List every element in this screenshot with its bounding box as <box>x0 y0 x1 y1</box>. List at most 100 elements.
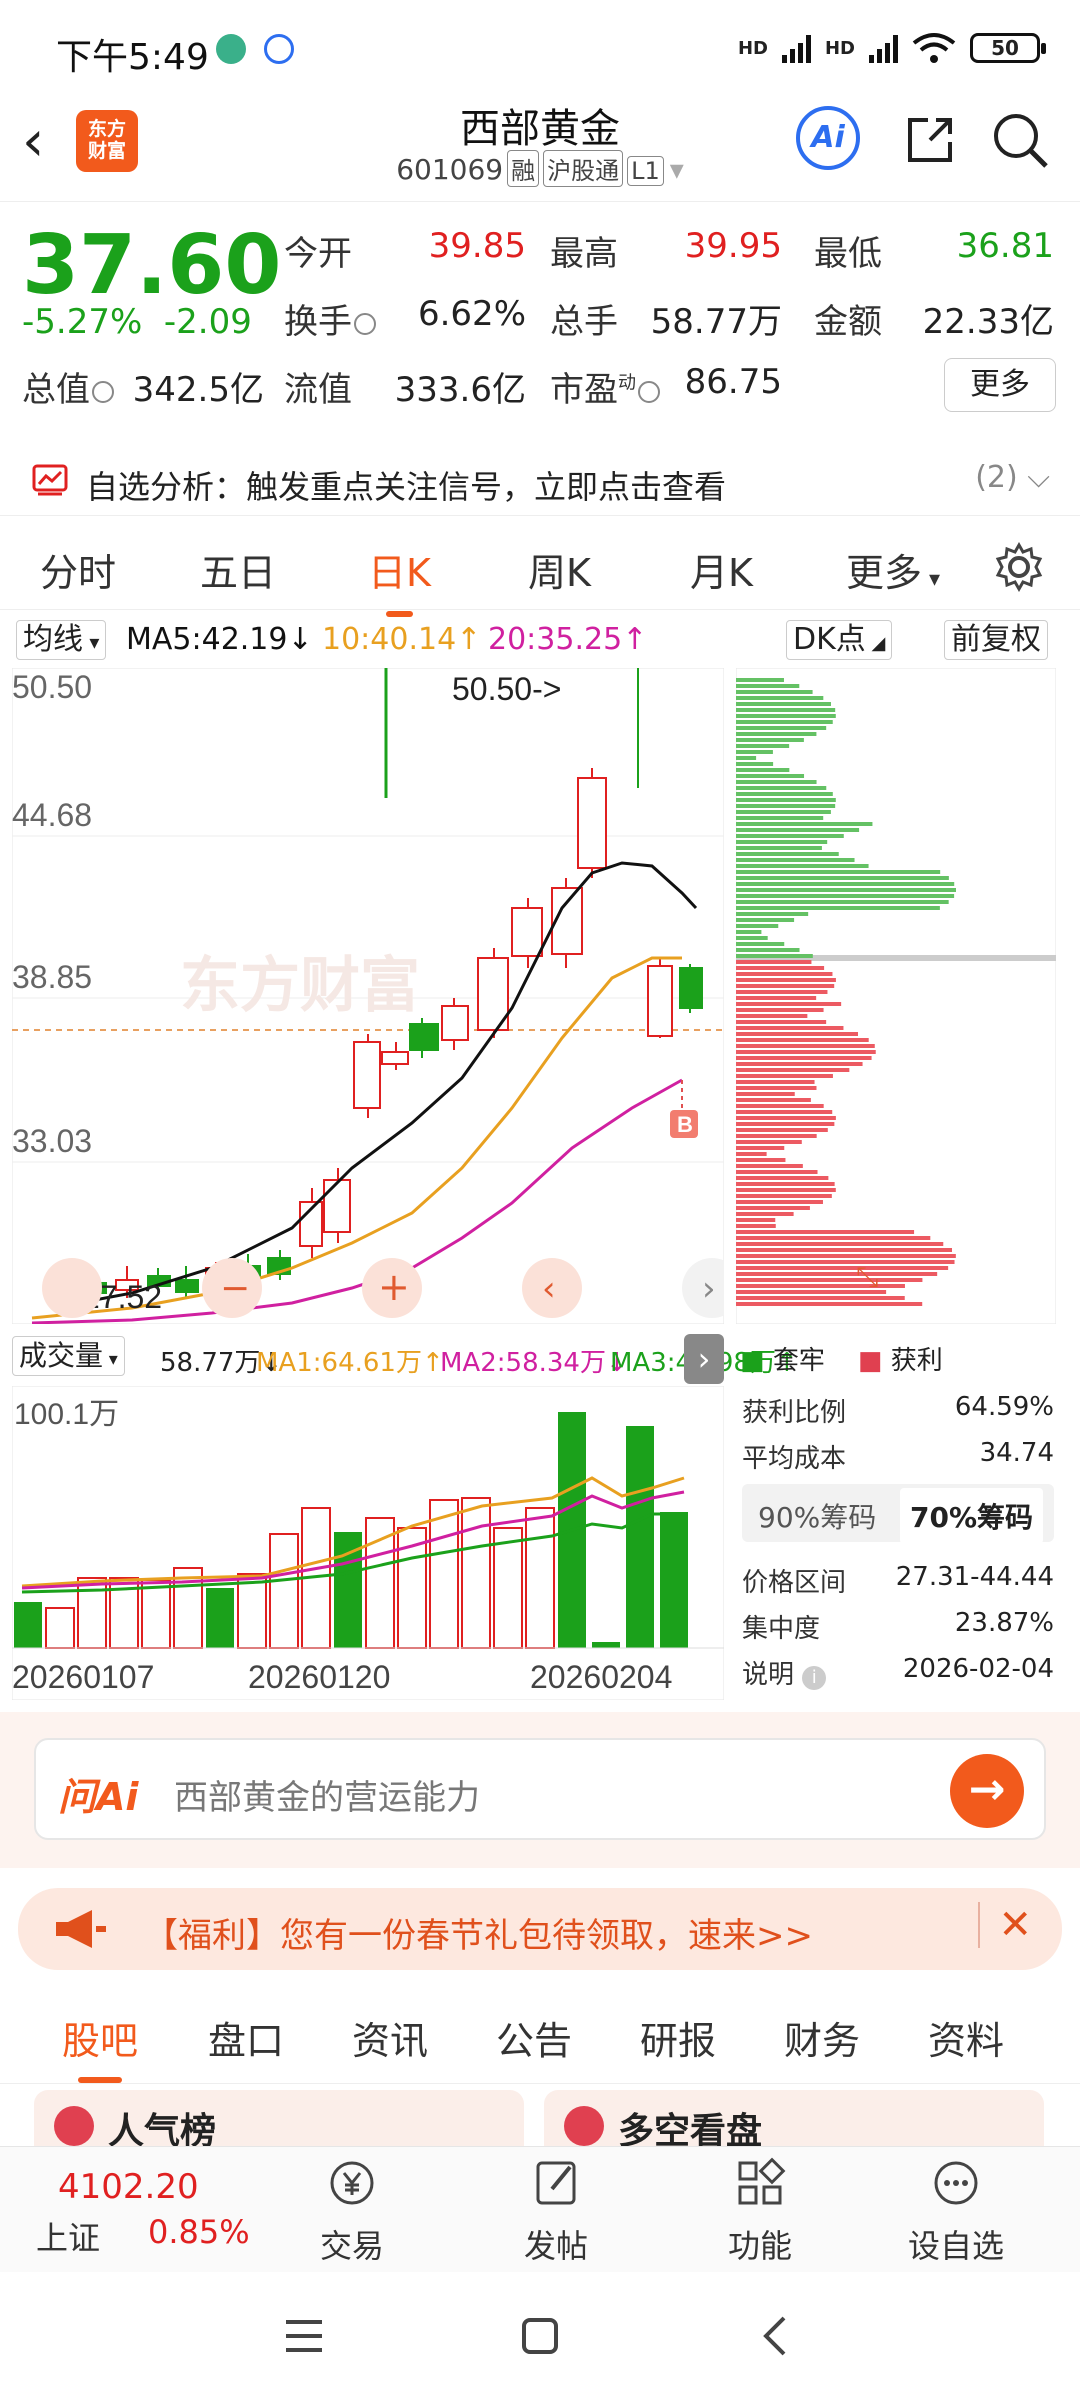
date-label: 20260120 <box>248 1659 390 1695</box>
buy-marker[interactable] <box>670 1110 698 1138</box>
app-logo[interactable]: 东方 财富 <box>76 110 138 172</box>
chip-bar <box>736 1146 785 1150</box>
kline-chart[interactable]: 东方财富 B 50.50-> 27.52 50.50 44.68 38.85 3… <box>12 668 724 1324</box>
back-button[interactable]: ‹ <box>22 109 45 174</box>
chip-bar <box>736 948 800 952</box>
close-icon[interactable]: ✕ <box>978 1902 1032 1948</box>
ask-ai-bar[interactable]: 问Ai 西部黄金的营运能力 → <box>34 1738 1046 1840</box>
tab-monthly-k[interactable]: 月K <box>690 551 753 595</box>
more-button[interactable]: 更多 <box>944 358 1056 412</box>
chip-bar <box>736 1260 955 1264</box>
post-button[interactable]: 发帖 <box>496 2157 616 2267</box>
content-tabs: 股吧 盘口 资讯 公告 研报 财务 资料 <box>0 1988 1080 2084</box>
buy-marker-label: B <box>677 1112 693 1137</box>
expand-icon[interactable]: ⤡ <box>856 1260 878 1293</box>
tab-profile[interactable]: 资料 <box>928 2019 1005 2063</box>
mktcap-label[interactable]: 总值 <box>22 362 114 411</box>
share-icon[interactable] <box>900 110 960 170</box>
turnover-label[interactable]: 换手 <box>284 294 376 343</box>
tab-news[interactable]: 资讯 <box>352 2019 429 2063</box>
gear-icon[interactable] <box>994 542 1044 592</box>
chip-bar <box>736 810 831 814</box>
ma-selector[interactable]: 均线 ▾ <box>16 620 107 660</box>
zoom-in-button[interactable] <box>362 1258 422 1318</box>
trade-button[interactable]: 交易 <box>292 2157 412 2267</box>
stock-name: 西部黄金 <box>460 106 620 152</box>
prev-button[interactable] <box>522 1258 582 1318</box>
search-icon[interactable] <box>990 110 1050 170</box>
volume-bar <box>77 1577 107 1649</box>
back-nav-icon[interactable] <box>756 2316 796 2356</box>
chevron-down-icon: ⌵ <box>1027 460 1050 495</box>
analysis-alert[interactable]: 自选分析：触发重点关注信号，立即点击查看 (2) ⌵ <box>0 440 1080 516</box>
volume-bar <box>45 1607 75 1649</box>
add-watchlist-button[interactable]: 设自选 <box>896 2157 1016 2267</box>
chip-distribution-chart[interactable]: ⤡ <box>736 668 1056 1324</box>
alert-count: (2) ⌵ <box>975 460 1050 495</box>
menu-icon[interactable] <box>284 2316 324 2356</box>
arrow-right-icon[interactable]: → <box>950 1754 1024 1828</box>
chip-bar <box>736 702 831 706</box>
tab-pankou[interactable]: 盘口 <box>208 2019 285 2063</box>
tab-guba[interactable]: 股吧 <box>62 2010 138 2083</box>
chip-bar <box>736 708 836 712</box>
stock-code-row[interactable]: 601069 融沪股通 L1 ▾ <box>0 150 1080 187</box>
chip-bar <box>736 1278 923 1282</box>
tab-announcement[interactable]: 公告 <box>496 2019 573 2063</box>
chip-legend: ■ 套牢 ■ 获利 <box>740 1346 943 1376</box>
dk-point-selector[interactable]: DK点 ◢ <box>786 620 893 660</box>
next-button[interactable] <box>682 1258 724 1318</box>
bull-bear-card[interactable]: 多空看盘 <box>544 2090 1044 2146</box>
ma-row: 均线 ▾ MA5:42.19↓ 10:40.14↑ 20:35.25↑ DK点 … <box>0 612 1080 668</box>
volume-chart[interactable]: 100.1万 20260107 20260120 20260204 <box>12 1386 724 1700</box>
chip-bar <box>736 882 955 886</box>
volume-bar <box>14 1602 42 1648</box>
battery-icon: 50 <box>970 33 1046 63</box>
candle <box>353 1041 381 1109</box>
chip-bar <box>736 1044 875 1048</box>
ai-button[interactable]: Ai <box>796 106 860 170</box>
chip-bar <box>736 1020 827 1024</box>
info-icon <box>638 380 660 403</box>
amount-label: 金额 <box>814 302 882 342</box>
chip-bar <box>736 1134 817 1138</box>
promo-banner[interactable]: 【福利】您有一份春节礼包待领取，速来>> ✕ <box>18 1888 1062 1970</box>
tab-5day[interactable]: 五日 <box>200 551 277 595</box>
chart-bar-icon <box>54 2106 94 2146</box>
tab-chip-70[interactable]: 70%筹码 <box>900 1488 1044 1544</box>
index-value[interactable]: 4102.20 <box>58 2167 199 2207</box>
chip-bar <box>736 1080 815 1084</box>
open-value: 39.85 <box>428 226 526 266</box>
tick-label: 38.85 <box>12 959 92 995</box>
tab-daily-k[interactable]: 日K <box>368 542 431 617</box>
chip-bar <box>736 918 795 922</box>
tab-intraday[interactable]: 分时 <box>40 551 117 595</box>
volume-value: 58.77万 <box>650 302 782 342</box>
zoom-out-button[interactable] <box>202 1258 262 1318</box>
adjust-selector[interactable]: 前复权 <box>944 620 1048 660</box>
popularity-card[interactable]: 人气榜 <box>34 2090 524 2146</box>
popularity-title: 人气榜 <box>108 2111 217 2146</box>
home-icon[interactable] <box>520 2316 560 2356</box>
tab-chip-90[interactable]: 90%筹码 <box>758 1501 877 1534</box>
tab-research[interactable]: 研报 <box>640 2019 717 2063</box>
chip-bar <box>736 1128 828 1132</box>
hd-label-1: HD <box>737 37 768 59</box>
ma10-line <box>31 956 682 1320</box>
tab-more[interactable]: 更多 ▾ <box>846 551 941 595</box>
tab-finance[interactable]: 财务 <box>784 2019 861 2063</box>
volume-bar <box>269 1533 299 1649</box>
ask-ai-input[interactable]: 西部黄金的营运能力 <box>174 1778 480 1818</box>
chip-bar <box>736 888 956 892</box>
tab-weekly-k[interactable]: 周K <box>528 551 591 595</box>
wifi-icon <box>912 33 956 63</box>
volume-expand-button[interactable]: › <box>684 1334 724 1384</box>
chip-bar <box>736 1176 829 1180</box>
chip-bar <box>736 1212 794 1216</box>
chip-bar <box>736 750 773 754</box>
chip-bar <box>736 906 940 910</box>
functions-button[interactable]: 功能 <box>700 2157 820 2267</box>
volume-selector[interactable]: 成交量 ▾ <box>12 1336 125 1376</box>
zoom-left-button[interactable] <box>42 1258 102 1318</box>
pe-label[interactable]: 市盈动 <box>550 362 660 411</box>
